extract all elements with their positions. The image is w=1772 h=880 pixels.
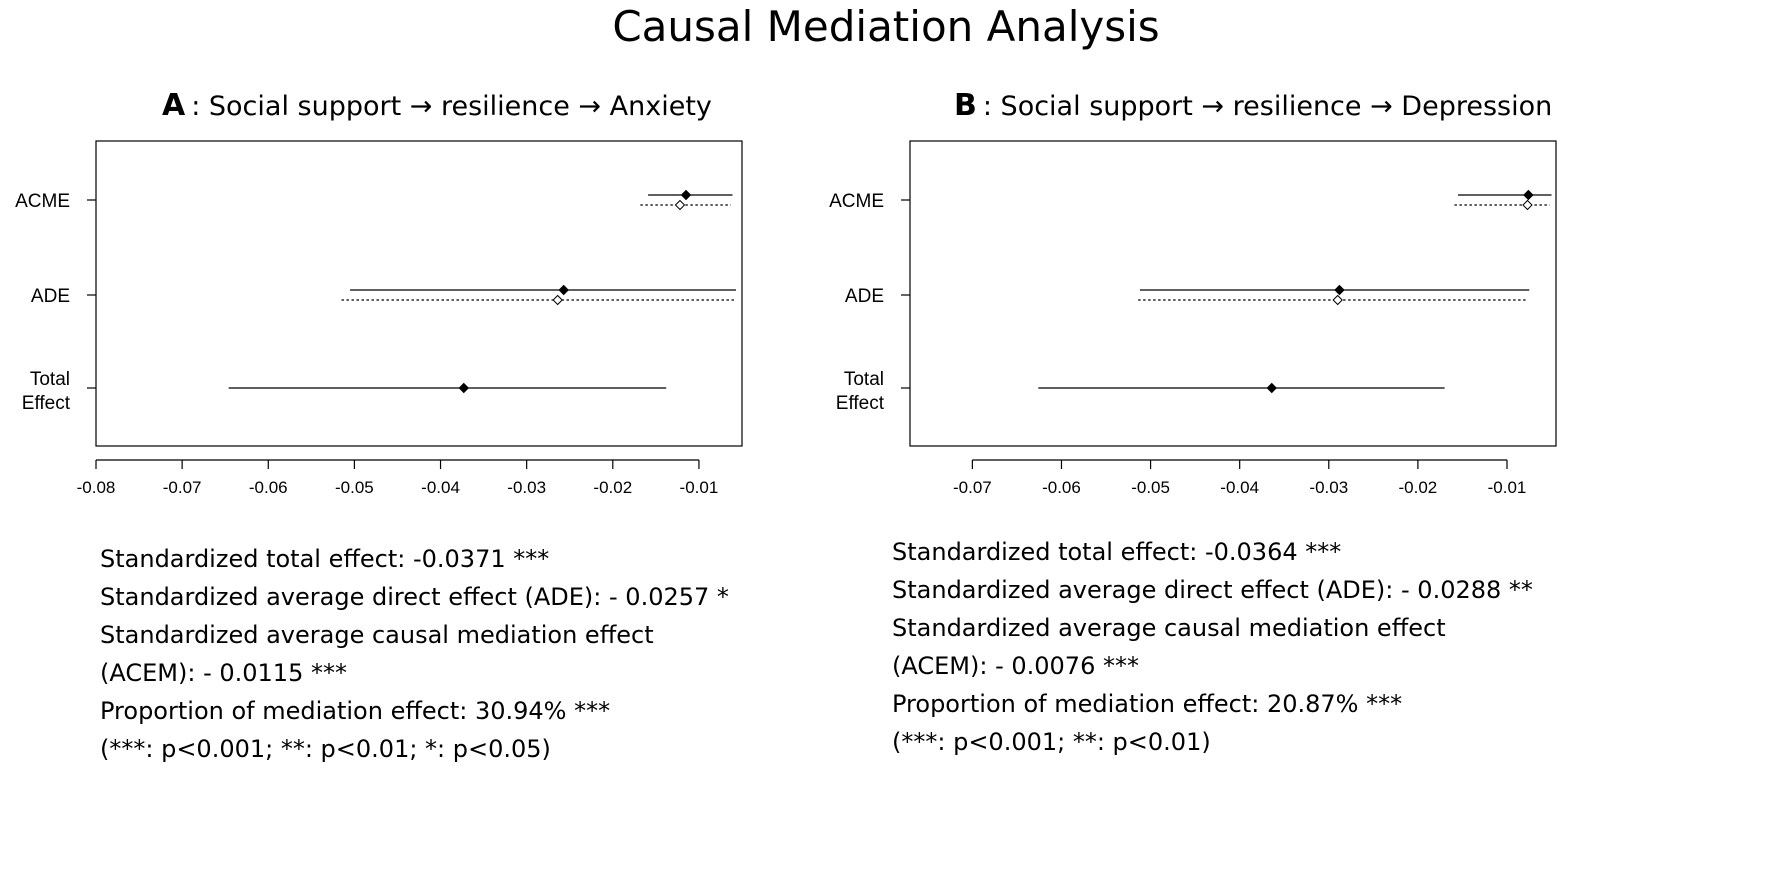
panel-b-note-acme-1: Standardized average causal mediation ef… [892,614,1446,642]
panel-b-x-tick-label: -0.02 [1399,478,1438,497]
panel-b-x-tick-label: -0.03 [1309,478,1348,497]
panel-b-note-significance: (***: p<0.001; **: p<0.01) [892,728,1211,756]
panel-b-solid-estimate [1334,284,1345,296]
panel-b-x-tick-label: -0.05 [1131,478,1170,497]
panel-a-note-total: Standardized total effect: -0.0371 *** [100,545,550,573]
panel-a-title: A: Social support → resilience → Anxiety [162,88,712,123]
panel-a-x-tick-label: -0.04 [421,478,460,497]
panel-b-row-label: Effect [836,393,885,414]
panel-a-dotted-estimate [552,294,563,306]
panel-b-row-label: Total [844,369,884,390]
panel-b-x-tick-label: -0.06 [1042,478,1081,497]
panel-b-title: B: Social support → resilience → Depress… [954,88,1552,123]
panel-a-notes: Standardized total effect: -0.0371 *** S… [100,540,729,768]
panel-a-x-tick-label: -0.02 [593,478,632,497]
panel-a-row-label: Effect [22,393,71,414]
panel-a-title-text: : Social support → resilience → Anxiety [191,91,712,122]
panel-a-x-tick-label: -0.06 [249,478,288,497]
panel-b-dotted-estimate [1332,294,1343,306]
panel-b-row-label: ACME [829,191,884,212]
panel-a-row-label: ADE [31,286,70,307]
panel-a-x-tick-label: -0.05 [335,478,374,497]
panel-a-dotted-estimate [674,199,686,211]
panel-a-x-tick-label: -0.07 [163,478,202,497]
panel-a-row-label: Total [30,369,70,390]
panel-b-note-ade: Standardized average direct effect (ADE)… [892,576,1533,604]
panel-b-row-label: ADE [845,286,884,307]
panel-a-note-significance: (***: p<0.001; **: p<0.01; *: p<0.05) [100,735,551,763]
panel-a-solid-estimate [558,284,569,296]
panel-a-plot-frame [95,140,743,447]
panel-a-solid-estimate [458,382,469,394]
panel-b-note-total: Standardized total effect: -0.0364 *** [892,538,1342,566]
panel-a-x-tick-label: -0.08 [77,478,116,497]
panel-a-note-acme-1: Standardized average causal mediation ef… [100,621,654,649]
panel-a-solid-estimate [680,189,692,201]
panel-b-title-text: : Social support → resilience → Depressi… [982,91,1553,122]
panel-a-note-acme-2: (ACEM): - 0.0115 *** [100,659,347,687]
panel-a-note-ade: Standardized average direct effect (ADE)… [100,583,729,611]
panel-a-x-tick-label: -0.01 [680,478,719,497]
panel-b-notes: Standardized total effect: -0.0364 *** S… [892,533,1533,761]
panel-a-note-proportion: Proportion of mediation effect: 30.94% *… [100,697,611,725]
panel-b-plot-frame [909,140,1557,447]
panel-b-dotted-estimate [1522,199,1533,211]
panel-b-solid-estimate [1266,382,1277,394]
panel-b-note-proportion: Proportion of mediation effect: 20.87% *… [892,690,1403,718]
main-title: Causal Mediation Analysis [612,2,1160,51]
panel-a-x-tick-label: -0.03 [507,478,546,497]
panel-b-x-tick-label: -0.07 [953,478,992,497]
panel-b-solid-estimate [1523,189,1534,201]
panel-a-row-label: ACME [15,191,70,212]
panel-b-x-tick-label: -0.01 [1488,478,1527,497]
panel-a-letter: A [162,88,186,123]
panel-b-note-acme-2: (ACEM): - 0.0076 *** [892,652,1139,680]
panel-b-x-tick-label: -0.04 [1220,478,1259,497]
panel-b-letter: B [954,88,977,123]
